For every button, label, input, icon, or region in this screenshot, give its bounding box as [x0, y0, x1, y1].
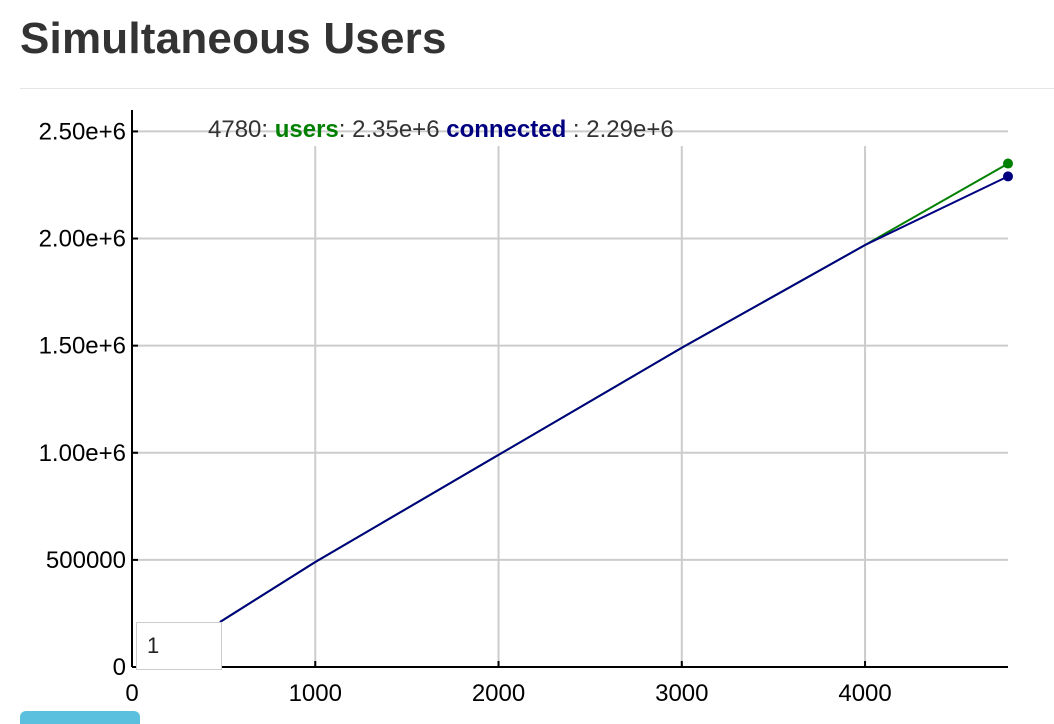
- y-tick-label: 2.00e+6: [39, 226, 126, 253]
- axis-layer: [131, 110, 1008, 668]
- page-title: Simultaneous Users: [20, 14, 447, 63]
- series-endpoint-connected: [1003, 171, 1013, 182]
- y-tick-label: 0: [113, 654, 126, 681]
- legend-users-name: users: [275, 116, 339, 143]
- x-tick-label: 1000: [289, 680, 342, 707]
- y-tick-label: 1.00e+6: [39, 440, 126, 467]
- roll-period-input[interactable]: [136, 622, 222, 670]
- title-divider: [20, 88, 1054, 89]
- series-layer: [219, 158, 1013, 623]
- y-tick-label: 1.50e+6: [39, 333, 126, 360]
- legend-users-value: 2.35e+6: [352, 116, 439, 143]
- action-button[interactable]: [20, 711, 140, 724]
- x-tick-label: 0: [125, 680, 138, 707]
- legend-x-value: 4780: [208, 116, 261, 143]
- legend-users-separator: :: [339, 116, 346, 143]
- x-tick-label: 3000: [655, 680, 708, 707]
- legend-connected-separator: :: [573, 116, 580, 143]
- legend-separator: :: [261, 116, 268, 143]
- label-layer: 0 1000 2000 3000 4000 0 500000 1.00e+6 1.50e+6 2.…: [39, 118, 892, 707]
- grid-layer: [132, 130, 1008, 667]
- x-tick-label: 4000: [838, 680, 891, 707]
- series-endpoint-users: [1003, 158, 1013, 169]
- series-line-connected: [219, 175, 1009, 623]
- chart-legend: 4780: users: 2.35e+6 connected : 2.29e+6: [208, 116, 674, 143]
- legend-connected-value: 2.29e+6: [586, 116, 673, 143]
- x-tick-label: 2000: [472, 680, 525, 707]
- legend-connected-name: connected: [446, 116, 566, 143]
- y-tick-label: 500000: [46, 547, 126, 574]
- y-tick-label: 2.50e+6: [39, 118, 126, 145]
